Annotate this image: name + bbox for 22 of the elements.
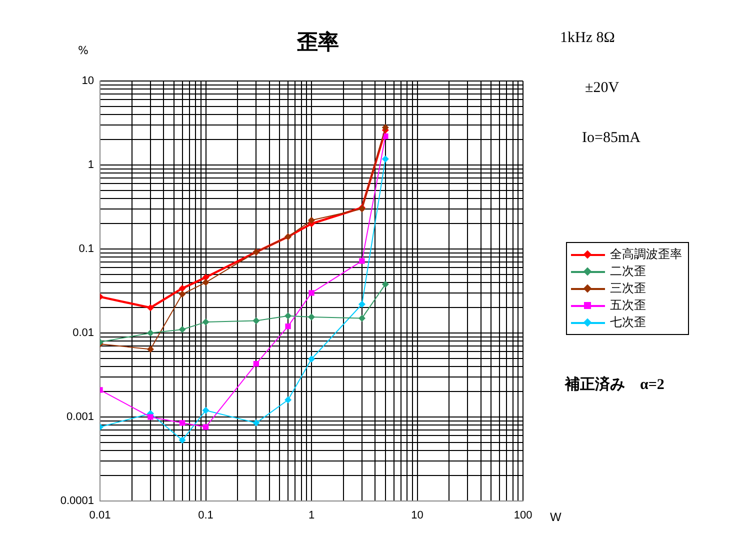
chart-title: 歪率 (297, 29, 339, 56)
x-axis-title: W (550, 510, 562, 524)
y-tick-label: 1 (88, 159, 94, 172)
x-tick-label: 0.1 (198, 510, 214, 522)
x-tick-label: 100 (514, 510, 532, 522)
y-tick-label: 0.01 (72, 327, 94, 340)
legend-label: 五次歪 (610, 297, 646, 314)
text: ±20V (585, 80, 620, 97)
text: Io=85mA (582, 130, 640, 147)
y-tick-label: 0.0001 (60, 495, 94, 508)
legend-label: 全高調波歪率 (610, 246, 682, 263)
y-tick-label: 0.1 (78, 243, 94, 256)
text: 1kHz 8Ω (560, 30, 615, 47)
x-tick-label: 1 (308, 510, 315, 522)
legend-label: 三次歪 (610, 280, 646, 297)
text: 補正済み α=2 (565, 375, 664, 394)
y-tick-label: 10 (82, 75, 94, 88)
y-axis-title: % (78, 44, 88, 57)
legend-label: 七次歪 (610, 314, 646, 331)
y-tick-label: 0.001 (66, 411, 94, 424)
legend-label: 二次歪 (610, 263, 646, 280)
x-tick-label: 10 (411, 510, 424, 522)
